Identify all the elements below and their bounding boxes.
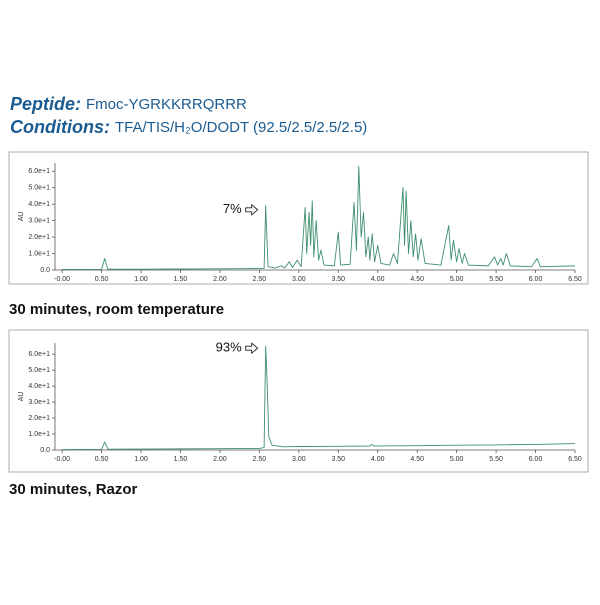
y-tick-label: 3.0e+1 bbox=[28, 217, 50, 224]
chromatogram: 0.0 1.0e+1 2.0e+1 3.0e+1 4.0e+1 5.0e+1 6.0e+1 -… bbox=[8, 329, 589, 498]
y-axis-label: AU bbox=[18, 392, 25, 402]
x-tick-label: 2.50 bbox=[253, 276, 267, 283]
x-tick-label: 6.50 bbox=[568, 276, 582, 283]
chart-frame bbox=[8, 151, 589, 285]
x-tick-label: 0.50 bbox=[95, 456, 109, 463]
x-tick-label: 3.00 bbox=[292, 276, 306, 283]
trace bbox=[62, 345, 576, 450]
conditions: TFA/TIS/H₂O/DODT (92.5/2.5/2.5/2.5) bbox=[115, 119, 367, 136]
y-tick-label: 1.0e+1 bbox=[28, 431, 50, 438]
chromatogram: 0.0 1.0e+1 2.0e+1 3.0e+1 4.0e+1 5.0e+1 6.0e+1 -… bbox=[8, 151, 589, 318]
x-tick-label: 2.00 bbox=[213, 456, 227, 463]
x-tick-label: 3.00 bbox=[292, 456, 306, 463]
header-line: Conditions: TFA/TIS/H₂O/DODT (92.5/2.5/2.… bbox=[10, 117, 367, 137]
peptide-label: Peptide: bbox=[10, 94, 81, 114]
chart-frame bbox=[8, 329, 589, 473]
x-tick-label: 1.00 bbox=[134, 456, 148, 463]
x-tick-label: 4.50 bbox=[410, 276, 424, 283]
x-tick-label: 2.00 bbox=[213, 276, 227, 283]
annotation: 7% bbox=[223, 201, 242, 216]
x-tick-label: 6.00 bbox=[529, 276, 543, 283]
y-tick-label: 4.0e+1 bbox=[28, 201, 50, 208]
conditions-label: Conditions: bbox=[10, 117, 110, 137]
x-tick-label: 5.50 bbox=[489, 276, 503, 283]
x-tick-label: 0.50 bbox=[95, 276, 109, 283]
y-tick-label: 6.0e+1 bbox=[28, 168, 50, 175]
x-tick-label: 5.00 bbox=[450, 456, 464, 463]
annotation: 93% bbox=[216, 340, 242, 355]
peptide: Fmoc-YGRKKRRQRRR bbox=[86, 96, 247, 113]
y-axis-label: AU bbox=[18, 212, 25, 222]
chart-caption: 30 minutes, room temperature bbox=[9, 301, 224, 318]
y-tick-label: 2.0e+1 bbox=[28, 234, 50, 241]
y-tick-label: 3.0e+1 bbox=[28, 399, 50, 406]
x-tick-label: 5.50 bbox=[489, 456, 503, 463]
x-tick-label: 4.00 bbox=[371, 276, 385, 283]
annotation-arrow bbox=[245, 203, 259, 216]
x-tick-label: -0.00 bbox=[54, 456, 70, 463]
x-tick-label: 6.50 bbox=[568, 456, 582, 463]
y-tick-label: 5.0e+1 bbox=[28, 185, 50, 192]
trace bbox=[62, 165, 576, 270]
y-tick-label: 4.0e+1 bbox=[28, 383, 50, 390]
x-tick-label: 4.00 bbox=[371, 456, 385, 463]
annotation-arrow bbox=[245, 342, 259, 355]
x-tick-label: 5.00 bbox=[450, 276, 464, 283]
x-tick-label: -0.00 bbox=[54, 276, 70, 283]
x-tick-label: 4.50 bbox=[410, 456, 424, 463]
x-tick-label: 1.50 bbox=[174, 456, 188, 463]
y-tick-label: 0.0 bbox=[40, 447, 50, 454]
x-tick-label: 3.50 bbox=[331, 276, 345, 283]
y-tick-label: 6.0e+1 bbox=[28, 351, 50, 358]
y-tick-label: 0.0 bbox=[40, 267, 50, 274]
y-tick-label: 5.0e+1 bbox=[28, 367, 50, 374]
x-tick-label: 1.50 bbox=[174, 276, 188, 283]
y-tick-label: 2.0e+1 bbox=[28, 415, 50, 422]
x-tick-label: 1.00 bbox=[134, 276, 148, 283]
header-line: Peptide: Fmoc-YGRKKRRQRRR bbox=[10, 94, 247, 114]
chart-caption: 30 minutes, Razor bbox=[9, 481, 138, 498]
y-tick-label: 1.0e+1 bbox=[28, 250, 50, 257]
x-tick-label: 6.00 bbox=[529, 456, 543, 463]
x-tick-label: 2.50 bbox=[253, 456, 267, 463]
x-tick-label: 3.50 bbox=[331, 456, 345, 463]
